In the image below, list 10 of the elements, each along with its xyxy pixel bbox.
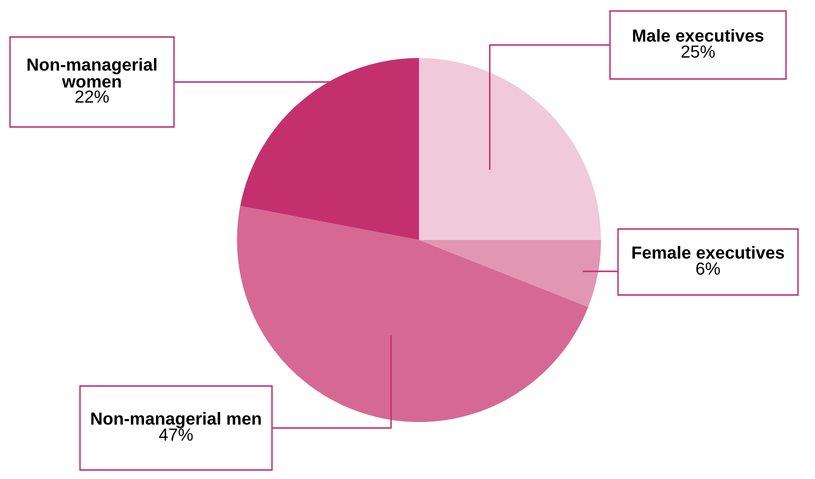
slice-label: Female executives [632,246,784,259]
slice-label: Non-managerial women [28,58,156,88]
data-label: 25% [682,45,715,58]
data-label: 22% [76,90,109,103]
data-label: 6% [696,262,720,275]
pie-slice [419,240,601,307]
data-label: 47% [159,428,193,441]
slice-label: Non-managerial men [91,412,261,428]
slice-label: Male executives [633,29,764,42]
pie-slice [419,58,601,240]
